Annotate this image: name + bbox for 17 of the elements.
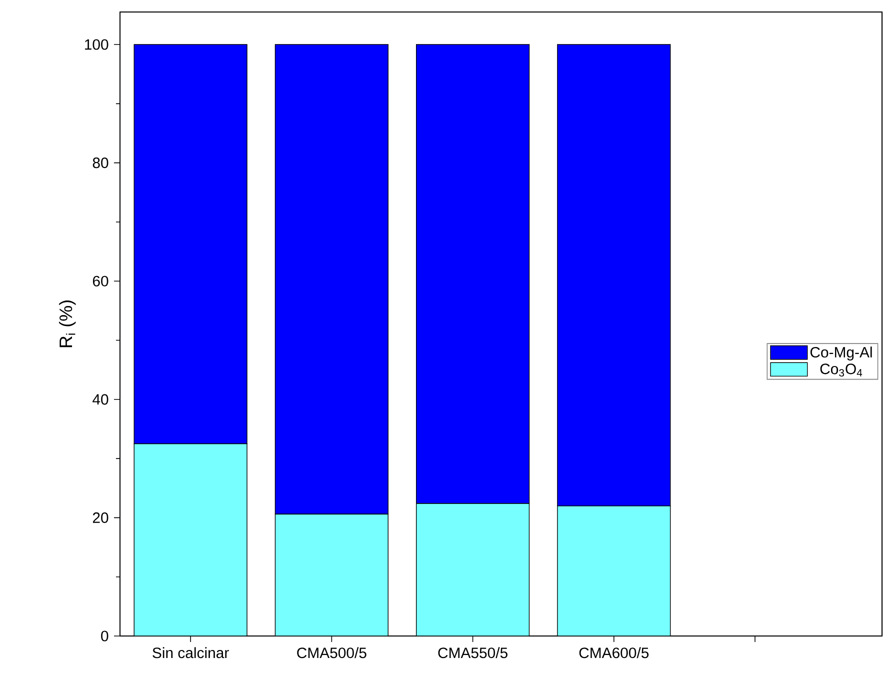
bar [557, 506, 671, 636]
y-tick-label: 60 [92, 276, 108, 286]
y-tick-label: 0 [101, 630, 108, 642]
y-tick-label: 20 [92, 512, 108, 523]
legend-label: Co$_{3}$O$_{4}$ [820, 364, 862, 377]
y-axis-title: R$_{i}$ (%) [59, 300, 76, 348]
y-tick-label: 80 [92, 158, 108, 168]
bar [416, 503, 530, 636]
bar [274, 514, 388, 636]
y-tick-label: 100 [85, 39, 108, 50]
x-tick-label: CMA600/5 [579, 647, 649, 658]
y-tick-label: 40 [92, 394, 108, 405]
x-tick-label: CMA550/5 [438, 647, 508, 658]
x-tick-label: CMA500/5 [297, 647, 366, 658]
bar [134, 443, 248, 636]
x-tick-label: Sin calcinar [152, 647, 229, 658]
legend-label: Co-Mg-Al [810, 346, 872, 360]
